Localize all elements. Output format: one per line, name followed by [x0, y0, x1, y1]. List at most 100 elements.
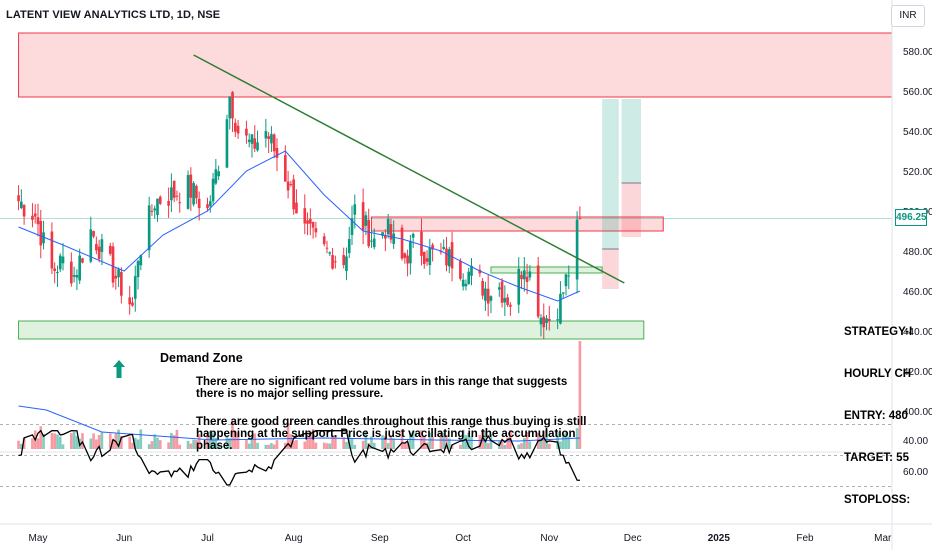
candle-body — [420, 231, 423, 256]
candle-body — [520, 274, 523, 280]
volume-bar — [314, 442, 318, 449]
price-tick-label: 420.00 — [903, 367, 932, 378]
candle-body — [411, 233, 415, 238]
volume-bar — [486, 443, 490, 449]
candle-body — [33, 213, 37, 217]
candle-body — [478, 269, 482, 274]
candle-body — [545, 318, 548, 323]
candle-body — [147, 205, 151, 251]
stop-box — [602, 249, 619, 289]
candle-body — [272, 134, 276, 152]
volume-bar — [17, 440, 20, 449]
volume-bar — [489, 434, 493, 449]
volume-bar — [422, 435, 426, 449]
volume-bar — [328, 443, 332, 449]
volume-bar — [275, 440, 279, 449]
candle-body — [542, 316, 546, 328]
volume-bar — [392, 438, 396, 449]
candle-body — [506, 297, 509, 306]
volume-bar — [517, 444, 521, 449]
volume-bar — [95, 439, 98, 449]
candle-body — [97, 246, 101, 260]
volume-bar — [97, 434, 101, 449]
volume-bar — [286, 422, 290, 449]
volume-bar — [331, 435, 334, 449]
volume-bar — [72, 431, 76, 449]
candle-body — [345, 256, 348, 271]
candle-body — [428, 247, 432, 266]
volume-bar — [175, 429, 179, 449]
volume-bar — [70, 433, 73, 449]
volume-bar — [464, 435, 468, 449]
candle-body — [231, 92, 234, 119]
candle-body — [497, 287, 501, 290]
candle-body — [292, 179, 295, 210]
volume-bar — [364, 430, 368, 449]
candle-body — [245, 128, 248, 136]
volume-bar — [409, 432, 412, 449]
price-tick-label: 460.00 — [903, 287, 932, 298]
candle-body — [575, 219, 579, 280]
price-tick-label: 400.00 — [903, 407, 932, 418]
currency-button[interactable]: INR — [891, 5, 925, 27]
rsi-line — [18, 429, 580, 486]
time-tick-label: Sep — [371, 533, 389, 544]
candle-body — [347, 238, 351, 254]
time-tick-label: Feb — [796, 533, 814, 544]
volume-bar — [195, 440, 198, 449]
candle-body — [247, 139, 251, 143]
candle-body — [578, 218, 582, 220]
volume-bar — [547, 443, 551, 449]
candle-body — [186, 175, 190, 209]
time-tick-label: Dec — [624, 533, 642, 544]
candle-body — [342, 255, 345, 265]
volume-bar — [31, 438, 34, 449]
candle-body — [156, 198, 159, 215]
volume-bar — [445, 435, 448, 449]
candle-body — [367, 219, 371, 247]
volume-ma-line — [18, 405, 580, 442]
candle-body — [522, 270, 526, 280]
candle-body — [150, 210, 154, 212]
time-tick-label: Mar — [874, 533, 892, 544]
candle-body — [361, 202, 365, 231]
volume-bar — [384, 436, 387, 449]
candle-body — [139, 255, 143, 266]
volume-bar — [211, 432, 215, 449]
candle-body — [286, 181, 290, 191]
volume-bar — [289, 434, 293, 449]
time-tick-label: Jun — [116, 533, 132, 544]
candle-body — [322, 236, 326, 245]
annotation-note-2: There are good green candles throughout … — [196, 416, 587, 452]
volume-bar — [556, 431, 559, 449]
volume-bar — [197, 434, 201, 449]
price-tick-label: 580.00 — [903, 47, 932, 58]
candle-body — [108, 245, 112, 254]
candle-body — [195, 185, 198, 199]
candle-body — [20, 201, 23, 209]
volume-bar — [484, 430, 487, 449]
volume-bar — [264, 444, 268, 449]
time-tick-label: Oct — [455, 533, 471, 544]
volume-bar — [567, 436, 571, 449]
volume-bar — [128, 436, 132, 449]
volume-bar — [545, 429, 548, 449]
price-tick-label: 520.00 — [903, 167, 932, 178]
candle-body — [431, 244, 434, 250]
symbol-title[interactable]: LATENT VIEW ANALYTICS LTD, 1D, NSE — [6, 9, 221, 21]
candle-body — [233, 122, 237, 132]
candle-body — [350, 218, 354, 235]
trendline — [193, 54, 625, 284]
volume-bar — [522, 438, 526, 449]
candle-body — [78, 255, 82, 281]
volume-bar — [350, 438, 354, 449]
volume-bar — [100, 432, 104, 449]
volume-bar — [53, 433, 56, 449]
candle-body — [509, 304, 512, 307]
volume-bar — [147, 444, 151, 449]
volume-bar — [39, 426, 43, 449]
candle-body — [459, 260, 462, 279]
candle-body — [464, 283, 468, 287]
